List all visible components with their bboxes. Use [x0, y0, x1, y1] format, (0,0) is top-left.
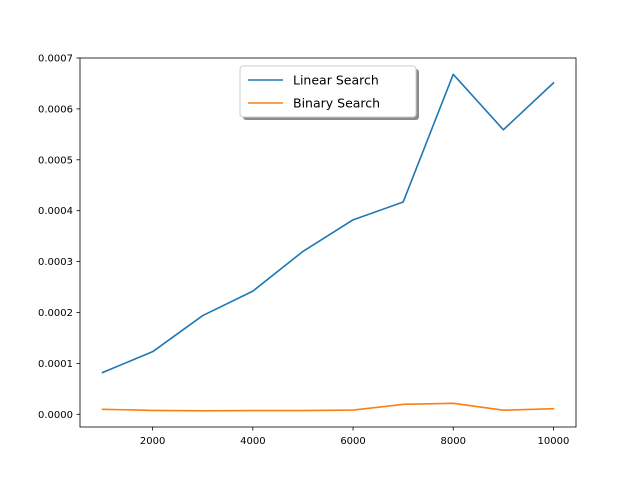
- y-tick-label: 0.0000: [38, 410, 73, 421]
- y-axis: 0.0000 0.0001 0.0002 0.0003 0.0004 0.0005 0.00…: [38, 54, 80, 421]
- x-tick-label: 4000: [240, 436, 265, 447]
- y-tick-label: 0.0006: [38, 104, 73, 115]
- series-line-linear-search: [101, 73, 555, 374]
- y-tick-label: 0.0001: [38, 359, 73, 370]
- x-tick-label: 2000: [140, 436, 165, 447]
- y-tick-label: 0.0002: [38, 308, 73, 319]
- x-tick-label: 6000: [340, 436, 365, 447]
- series-layer: [101, 73, 555, 412]
- x-axis: 2000 4000 6000 8000 10000: [140, 427, 569, 447]
- y-tick-label: 0.0005: [38, 155, 73, 166]
- y-tick-label: 0.0004: [38, 206, 73, 217]
- plot-frame: [79, 57, 577, 428]
- x-tick-label: 10000: [538, 436, 570, 447]
- legend-box: [239, 65, 417, 118]
- legend: Linear Search Binary Search: [239, 65, 419, 120]
- series-line-binary-search: [101, 402, 555, 412]
- y-tick-label: 0.0007: [38, 54, 73, 65]
- legend-label-binary-search: Binary Search: [293, 96, 380, 111]
- y-tick-label: 0.0003: [38, 257, 73, 268]
- legend-label-linear-search: Linear Search: [293, 73, 379, 88]
- x-tick-label: 8000: [441, 436, 466, 447]
